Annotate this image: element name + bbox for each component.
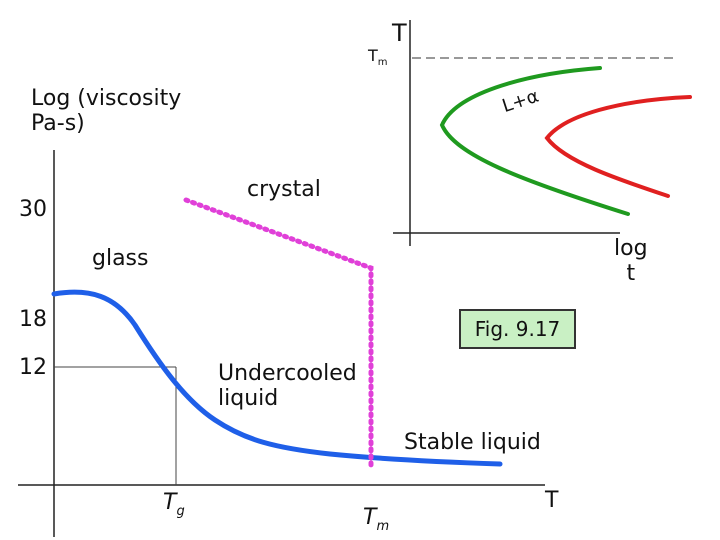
- y-tick-18: 18: [19, 307, 47, 332]
- y-axis-label: Log (viscosity Pa-s): [31, 86, 181, 137]
- undercooled-liquid-label: Undercooled liquid: [218, 361, 357, 412]
- y-axis-label-line1: Log (viscosity: [31, 86, 182, 111]
- figure-caption: Fig. 9.17: [459, 309, 576, 349]
- crystal-label: crystal: [247, 177, 321, 202]
- inset-tm-label: Tm: [368, 46, 388, 69]
- y-tick-12: 12: [19, 355, 47, 380]
- tg-label: Tg: [163, 490, 185, 520]
- y-tick-30: 30: [19, 197, 47, 222]
- inset-red-curve: [544, 95, 692, 198]
- inset-y-label: T: [392, 19, 407, 47]
- tm-label: Tm: [363, 505, 389, 535]
- inset-x-label: log t: [614, 236, 648, 287]
- inset-x-label-line2: t: [626, 261, 636, 287]
- tm-subscript: m: [376, 519, 390, 534]
- tg-symbol: T: [163, 490, 177, 515]
- undercooled-line1: Undercooled: [218, 361, 357, 386]
- inset-green-curve: [439, 66, 630, 216]
- x-axis-label: T: [545, 488, 559, 513]
- glass-label: glass: [92, 246, 149, 271]
- stable-liquid-label: Stable liquid: [404, 430, 541, 455]
- viscosity-curve: [51, 289, 503, 467]
- tm-symbol: T: [363, 505, 377, 530]
- undercooled-line2: liquid: [218, 386, 279, 412]
- inset-tm-subscript: m: [377, 57, 388, 68]
- y-axis-label-line2: Pa-s): [31, 111, 85, 137]
- crystal-line: [183, 197, 374, 469]
- inset-x-label-line1: log: [614, 236, 648, 261]
- inset-tm-symbol: T: [368, 46, 378, 65]
- tg-subscript: g: [176, 504, 185, 519]
